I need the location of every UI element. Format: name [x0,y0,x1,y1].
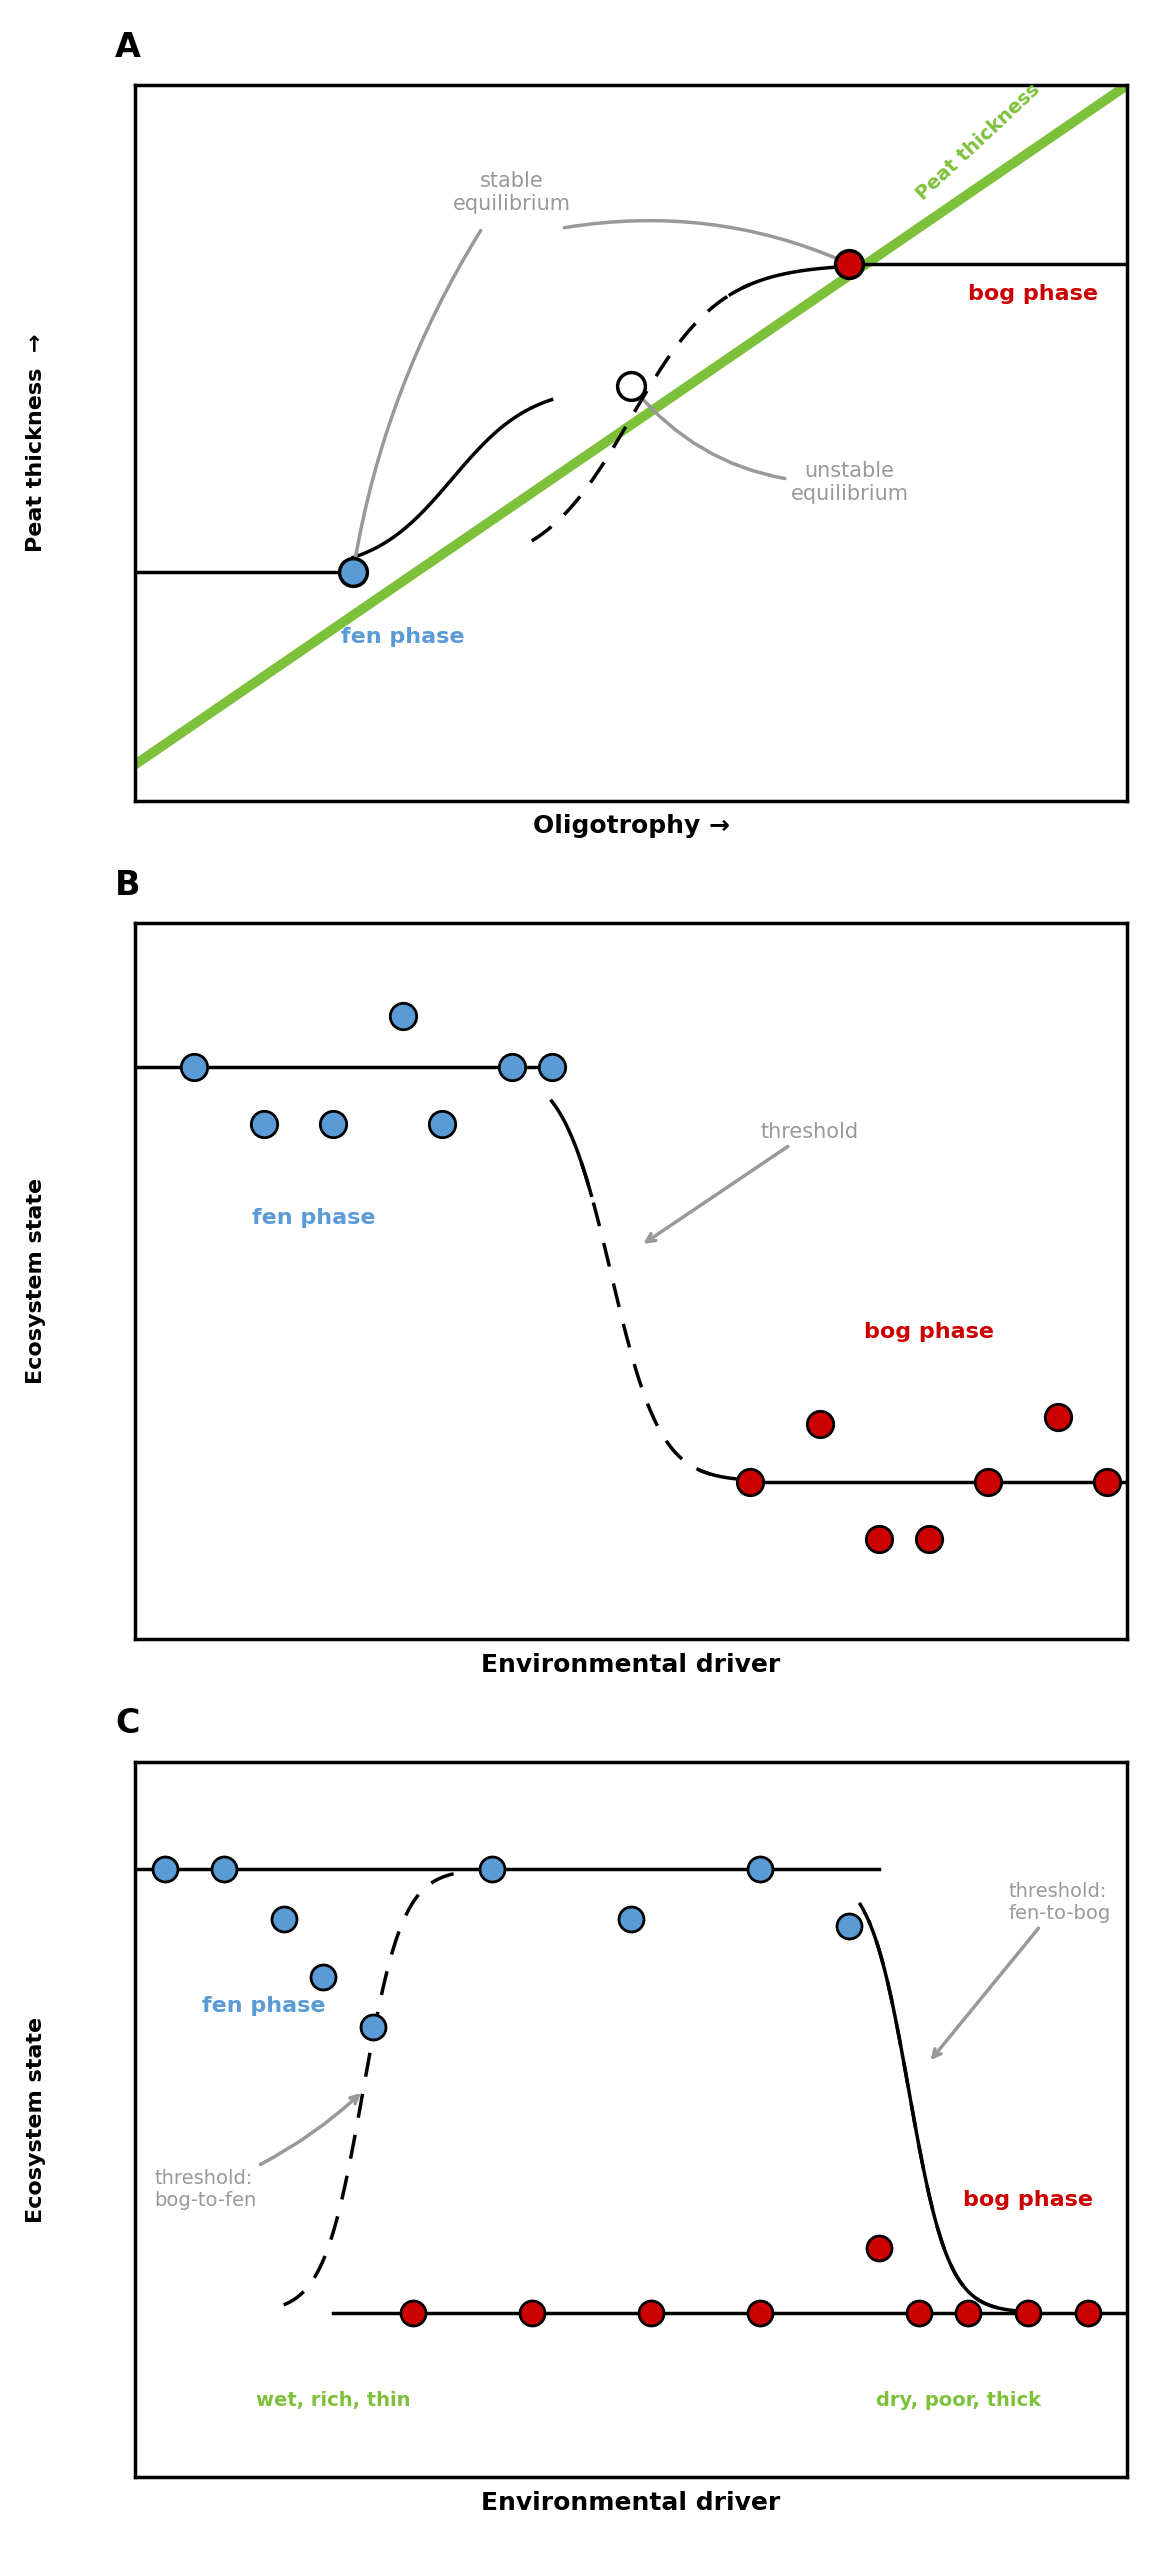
Text: C: C [115,1708,139,1742]
Text: wet, rich, thin: wet, rich, thin [256,2392,410,2410]
Text: threshold: threshold [646,1122,859,1242]
Text: Peat thickness  →: Peat thickness → [26,334,45,551]
Text: stable
equilibrium: stable equilibrium [453,171,571,214]
Text: dry, poor, thick: dry, poor, thick [876,2392,1041,2410]
Text: bog phase: bog phase [863,1323,994,1341]
Text: A: A [115,31,141,64]
Text: Ecosystem state: Ecosystem state [26,1178,45,1385]
Text: Peat thickness: Peat thickness [913,79,1043,204]
Text: threshold:
bog-to-fen: threshold: bog-to-fen [155,2096,358,2208]
Text: threshold:
fen-to-bog: threshold: fen-to-bog [933,1882,1111,2058]
X-axis label: Environmental driver: Environmental driver [481,1652,781,1678]
Text: fen phase: fen phase [340,627,465,648]
X-axis label: Oligotrophy →: Oligotrophy → [532,813,730,839]
Text: Ecosystem state: Ecosystem state [26,2017,45,2224]
Text: unstable
equilibrium: unstable equilibrium [636,390,909,505]
Text: fen phase: fen phase [202,1997,325,2017]
Text: fen phase: fen phase [252,1209,375,1229]
Text: B: B [115,870,141,903]
Text: bog phase: bog phase [968,283,1098,303]
Text: bog phase: bog phase [963,2190,1093,2208]
X-axis label: Environmental driver: Environmental driver [481,2491,781,2514]
